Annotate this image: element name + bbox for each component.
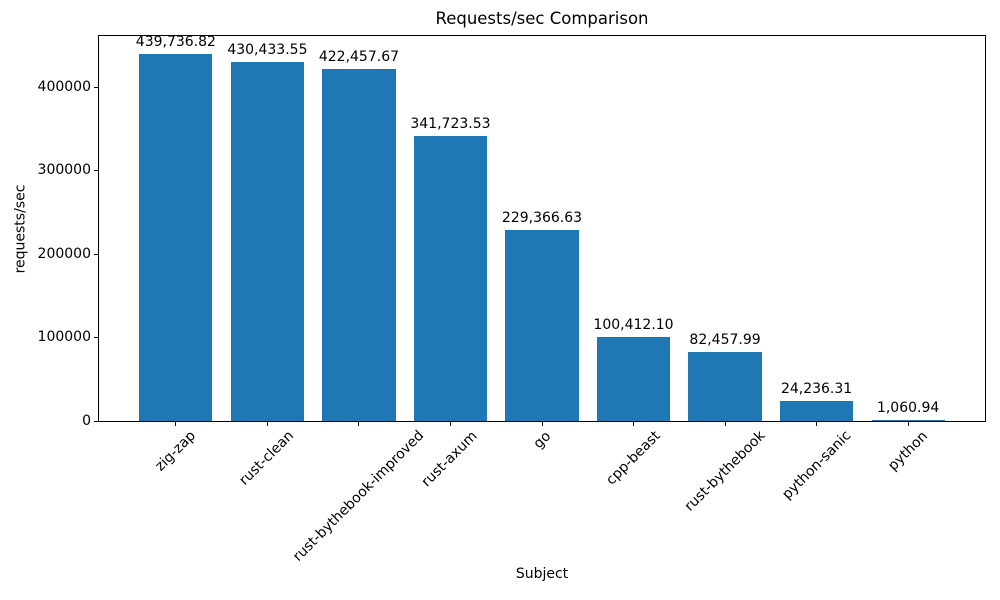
x-tick-label: python — [884, 427, 931, 474]
x-axis-tick — [541, 422, 543, 426]
x-axis-tick — [633, 422, 635, 426]
bar — [871, 420, 945, 421]
y-tick-label: 400000 — [37, 78, 91, 95]
x-tick-label: cpp-beast — [603, 427, 664, 489]
bar-value-label: 100,412.10 — [593, 317, 674, 334]
bar-value-label: 430,433.55 — [227, 42, 308, 59]
chart-title: Requests/sec Comparison — [435, 9, 649, 28]
bar — [779, 400, 854, 421]
bar — [596, 337, 671, 421]
x-axis-tick — [816, 422, 818, 426]
bar — [413, 136, 488, 421]
y-tick-label: 300000 — [37, 162, 91, 179]
x-axis-tick — [449, 422, 451, 426]
x-axis-tick — [358, 422, 360, 426]
y-axis-tick — [94, 86, 98, 88]
y-axis-tick — [94, 420, 98, 422]
x-axis-tick — [175, 422, 177, 426]
y-axis-tick — [94, 253, 98, 255]
bar — [139, 54, 213, 421]
bar-value-label: 229,366.63 — [501, 209, 583, 226]
x-tick-label: rust-axum — [418, 428, 482, 491]
bar — [322, 68, 396, 421]
x-axis-tick — [724, 422, 726, 426]
bar-value-label: 1,060.94 — [876, 400, 940, 416]
bar-value-label: 439,736.82 — [135, 34, 216, 51]
bar-value-label: 82,457.99 — [689, 332, 761, 349]
bar-value-label: 422,457.67 — [318, 48, 400, 65]
x-tick-label: python-sanic — [778, 427, 855, 504]
x-tick-label: rust-bythebook-improved — [289, 427, 428, 566]
y-axis-tick — [94, 337, 98, 339]
x-tick-label: rust-bythebook — [681, 428, 768, 515]
y-axis-tick — [94, 170, 98, 172]
bar — [505, 229, 579, 421]
bar — [230, 62, 305, 421]
x-tick-label: zig-zap — [152, 427, 199, 475]
y-tick-label: 200000 — [37, 245, 91, 262]
bar-value-label: 341,723.53 — [410, 116, 491, 133]
x-axis-tick — [907, 422, 909, 426]
y-tick-label: 0 — [82, 412, 91, 429]
x-tick-label: go — [530, 427, 554, 452]
bar-value-label: 24,236.31 — [780, 380, 853, 397]
y-axis-label: requests/sec — [12, 184, 29, 274]
y-tick-label: 100000 — [37, 329, 91, 346]
x-tick-label: rust-clean — [236, 427, 298, 489]
bar — [688, 352, 762, 421]
x-axis-tick — [266, 422, 268, 426]
x-axis-label: Subject — [515, 566, 569, 582]
